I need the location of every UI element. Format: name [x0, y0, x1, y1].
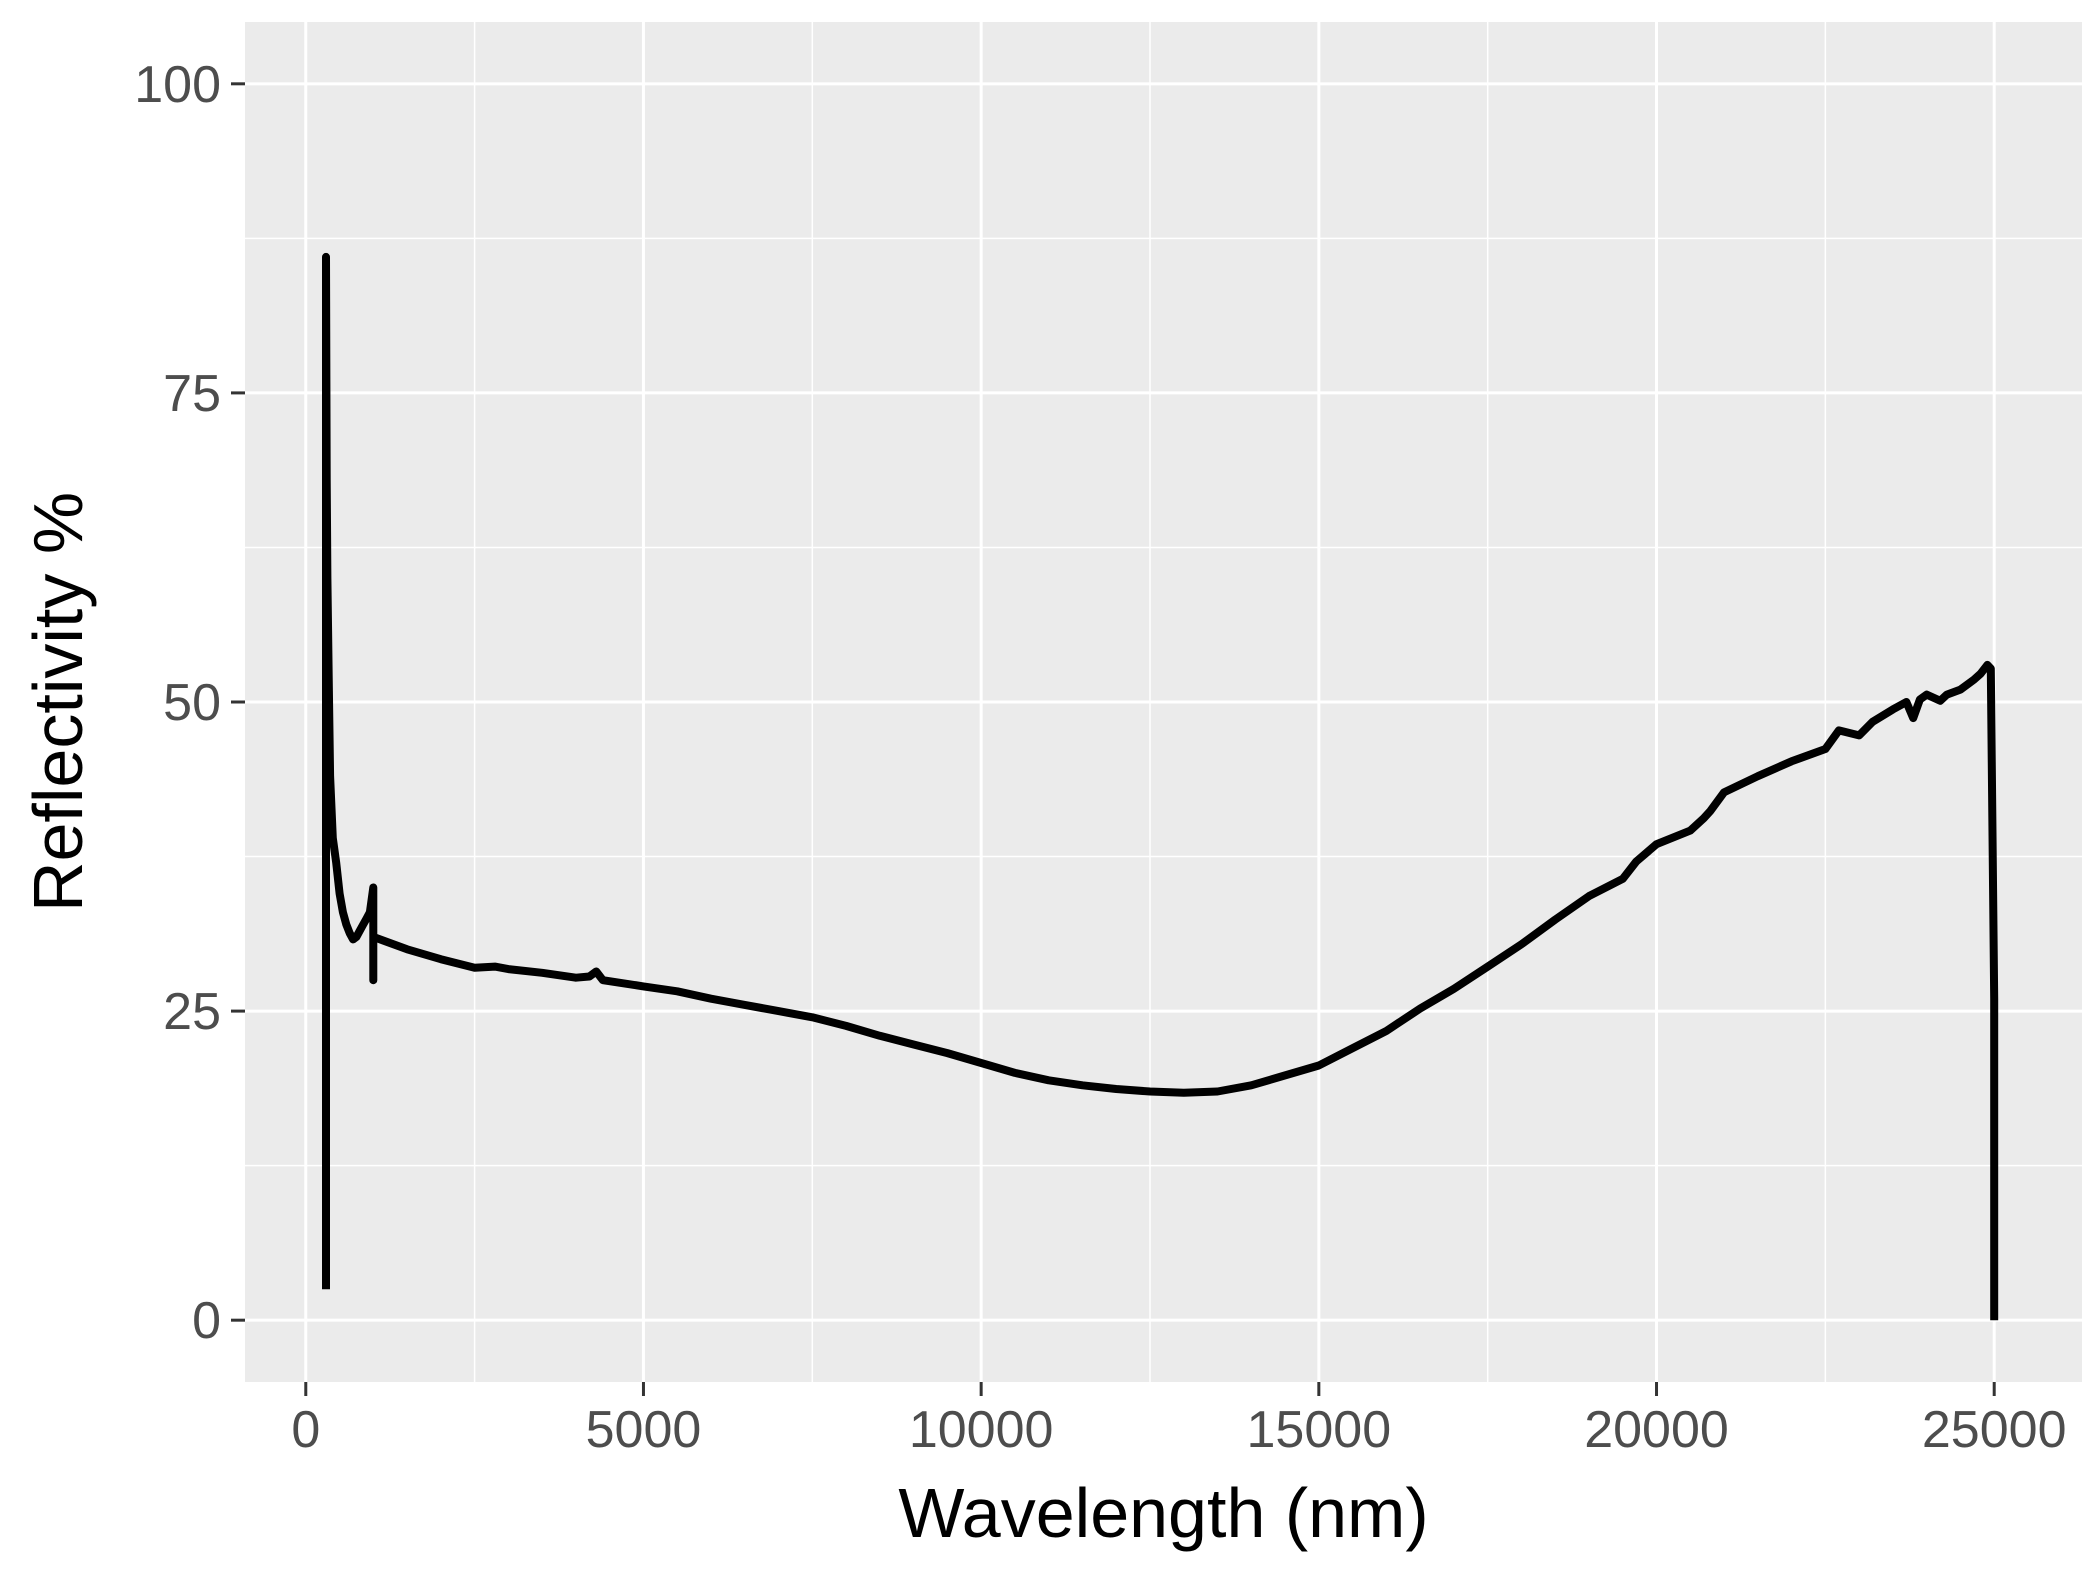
y-tick-label: 50 — [163, 674, 221, 732]
y-tick-label: 25 — [163, 983, 221, 1041]
x-tick-label: 5000 — [586, 1401, 702, 1459]
x-tick-label: 10000 — [909, 1401, 1054, 1459]
y-tick-label: 0 — [192, 1292, 221, 1350]
x-axis-ticks: 0 5000 10000 15000 20000 25000 — [291, 1382, 2067, 1459]
x-axis-title: Wavelength (nm) — [898, 1474, 1428, 1552]
x-tick-label: 25000 — [1922, 1401, 2067, 1459]
y-tick-label: 100 — [134, 56, 221, 114]
x-tick-label: 15000 — [1247, 1401, 1392, 1459]
reflectivity-series-line — [322, 252, 1999, 1321]
y-axis-ticks: 0 25 50 75 100 — [134, 56, 245, 1350]
x-tick-label: 0 — [291, 1401, 320, 1459]
y-axis-title: Reflectivity % — [19, 492, 97, 912]
x-tick-label: 20000 — [1584, 1401, 1729, 1459]
y-tick-label: 75 — [163, 365, 221, 423]
